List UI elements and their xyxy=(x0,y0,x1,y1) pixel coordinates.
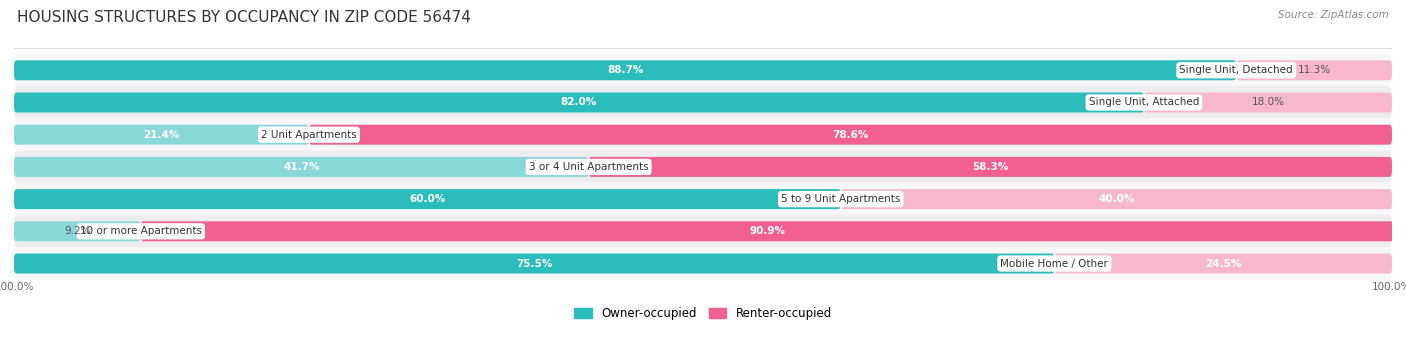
Text: Source: ZipAtlas.com: Source: ZipAtlas.com xyxy=(1278,10,1389,20)
Text: 18.0%: 18.0% xyxy=(1251,98,1285,107)
Text: 10 or more Apartments: 10 or more Apartments xyxy=(80,226,202,236)
Text: 88.7%: 88.7% xyxy=(607,65,644,75)
Text: 41.7%: 41.7% xyxy=(283,162,319,172)
FancyBboxPatch shape xyxy=(841,189,1392,209)
FancyBboxPatch shape xyxy=(309,125,1392,145)
Text: 78.6%: 78.6% xyxy=(832,130,869,140)
FancyBboxPatch shape xyxy=(14,54,1392,87)
FancyBboxPatch shape xyxy=(14,86,1392,119)
Text: 3 or 4 Unit Apartments: 3 or 4 Unit Apartments xyxy=(529,162,648,172)
Legend: Owner-occupied, Renter-occupied: Owner-occupied, Renter-occupied xyxy=(569,302,837,325)
FancyBboxPatch shape xyxy=(14,157,589,177)
Text: 24.5%: 24.5% xyxy=(1205,258,1241,268)
FancyBboxPatch shape xyxy=(14,125,309,145)
FancyBboxPatch shape xyxy=(14,118,1392,151)
FancyBboxPatch shape xyxy=(14,92,1144,113)
FancyBboxPatch shape xyxy=(14,253,1054,273)
FancyBboxPatch shape xyxy=(1144,92,1392,113)
FancyBboxPatch shape xyxy=(1236,60,1392,80)
FancyBboxPatch shape xyxy=(14,60,1236,80)
Text: 2 Unit Apartments: 2 Unit Apartments xyxy=(262,130,357,140)
Text: Mobile Home / Other: Mobile Home / Other xyxy=(1001,258,1108,268)
Text: 60.0%: 60.0% xyxy=(409,194,446,204)
Text: HOUSING STRUCTURES BY OCCUPANCY IN ZIP CODE 56474: HOUSING STRUCTURES BY OCCUPANCY IN ZIP C… xyxy=(17,10,471,25)
Text: 58.3%: 58.3% xyxy=(972,162,1008,172)
Text: 9.2%: 9.2% xyxy=(65,226,91,236)
Text: 5 to 9 Unit Apartments: 5 to 9 Unit Apartments xyxy=(782,194,900,204)
Text: Single Unit, Attached: Single Unit, Attached xyxy=(1088,98,1199,107)
Text: 11.3%: 11.3% xyxy=(1298,65,1330,75)
Text: 82.0%: 82.0% xyxy=(561,98,598,107)
Text: 90.9%: 90.9% xyxy=(749,226,785,236)
Text: 40.0%: 40.0% xyxy=(1098,194,1135,204)
Text: 75.5%: 75.5% xyxy=(516,258,553,268)
FancyBboxPatch shape xyxy=(1054,253,1392,273)
FancyBboxPatch shape xyxy=(14,189,841,209)
FancyBboxPatch shape xyxy=(14,221,141,241)
Text: Single Unit, Detached: Single Unit, Detached xyxy=(1180,65,1294,75)
FancyBboxPatch shape xyxy=(14,183,1392,216)
FancyBboxPatch shape xyxy=(141,221,1393,241)
FancyBboxPatch shape xyxy=(14,247,1392,280)
FancyBboxPatch shape xyxy=(589,157,1392,177)
Text: 21.4%: 21.4% xyxy=(143,130,180,140)
FancyBboxPatch shape xyxy=(14,215,1392,248)
FancyBboxPatch shape xyxy=(14,150,1392,183)
